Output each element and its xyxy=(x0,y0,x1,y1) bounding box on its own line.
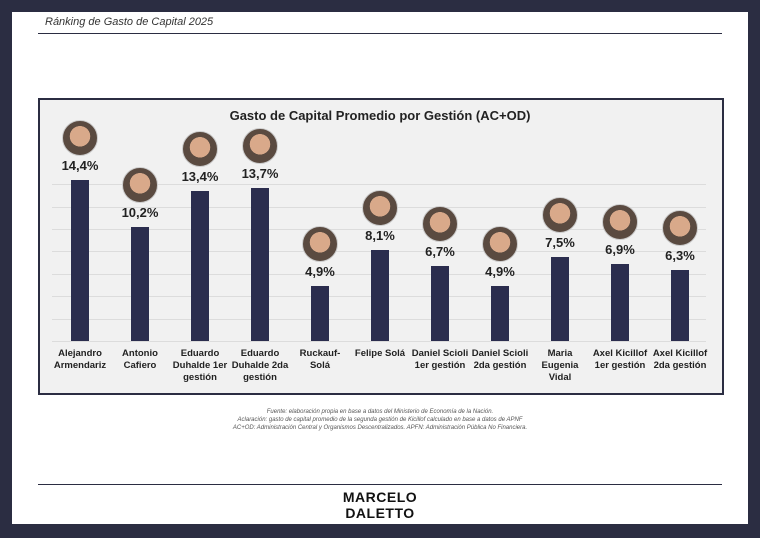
logo-line: DALETTO xyxy=(345,505,415,521)
x-tick-label: Alejandro Armendariz xyxy=(53,348,107,371)
portrait xyxy=(122,166,158,203)
bar xyxy=(311,286,329,341)
chart-title: Gasto de Capital Promedio por Gestión (A… xyxy=(229,108,531,123)
value-label: 7,5% xyxy=(545,235,575,250)
grid-line xyxy=(52,341,706,342)
bar xyxy=(671,270,689,341)
page: Ránking de Gasto de Capital 2025 Gasto d… xyxy=(12,12,748,524)
value-label: 13,4% xyxy=(181,168,219,184)
portrait xyxy=(482,226,518,263)
x-tick-label: Antonio Cafiero xyxy=(122,348,158,371)
value-label: 6,7% xyxy=(425,243,455,259)
footnote: Aclaración: gasto de capital promedio de… xyxy=(237,417,523,423)
bar xyxy=(191,190,209,341)
x-tick-label: Felipe Solá xyxy=(354,348,406,359)
bar xyxy=(611,263,629,341)
x-tick-label: Eduardo Duhalde 1er gestión xyxy=(172,348,228,383)
bar xyxy=(431,265,449,341)
portrait xyxy=(362,190,398,227)
bar xyxy=(491,286,509,341)
x-tick-label: Daniel Scioli 1er gestión xyxy=(411,348,469,371)
bar xyxy=(371,250,389,341)
x-tick-label: Axel Kicillof 2da gestión xyxy=(652,348,708,371)
value-label: 10,2% xyxy=(121,204,159,220)
portrait xyxy=(182,130,218,167)
footnote: Fuente: elaboración propia en base a dat… xyxy=(266,409,494,415)
x-tick-label: Axel Kicillof 1er gestión xyxy=(592,348,648,371)
x-tick-label: Daniel Scioli 2da gestión xyxy=(471,348,529,371)
bar xyxy=(251,187,269,341)
value-label: 14,4% xyxy=(61,157,99,173)
footer-rule xyxy=(38,484,722,485)
value-label: 13,7% xyxy=(241,165,279,181)
value-label: 6,9% xyxy=(605,241,635,257)
logo-line: MARCELO xyxy=(342,489,418,505)
portrait xyxy=(302,226,338,263)
bar xyxy=(551,257,569,341)
portrait xyxy=(662,210,698,247)
x-tick-label: Maria Eugenia Vidal xyxy=(541,348,579,383)
chart-frame xyxy=(38,98,724,395)
portrait xyxy=(422,205,458,242)
value-label: 8,1% xyxy=(365,228,395,244)
portrait xyxy=(62,119,98,156)
bar xyxy=(71,179,89,341)
portrait xyxy=(602,203,638,240)
x-tick-label: Ruckauf-Solá xyxy=(299,348,341,371)
value-label: 4,9% xyxy=(305,264,335,280)
portrait xyxy=(242,127,278,164)
grid-line xyxy=(52,229,706,230)
bar xyxy=(131,226,149,341)
value-label: 4,9% xyxy=(485,264,515,280)
grid-line xyxy=(52,184,706,186)
value-label: 6,3% xyxy=(665,248,695,264)
footnote: AC+OD: Administración Central y Organism… xyxy=(232,425,528,431)
header-title: Ránking de Gasto de Capital 2025 xyxy=(45,16,214,28)
x-tick-label: Eduardo Duhalde 2da gestión xyxy=(231,348,289,383)
portrait xyxy=(542,197,578,233)
header-rule xyxy=(38,33,722,34)
